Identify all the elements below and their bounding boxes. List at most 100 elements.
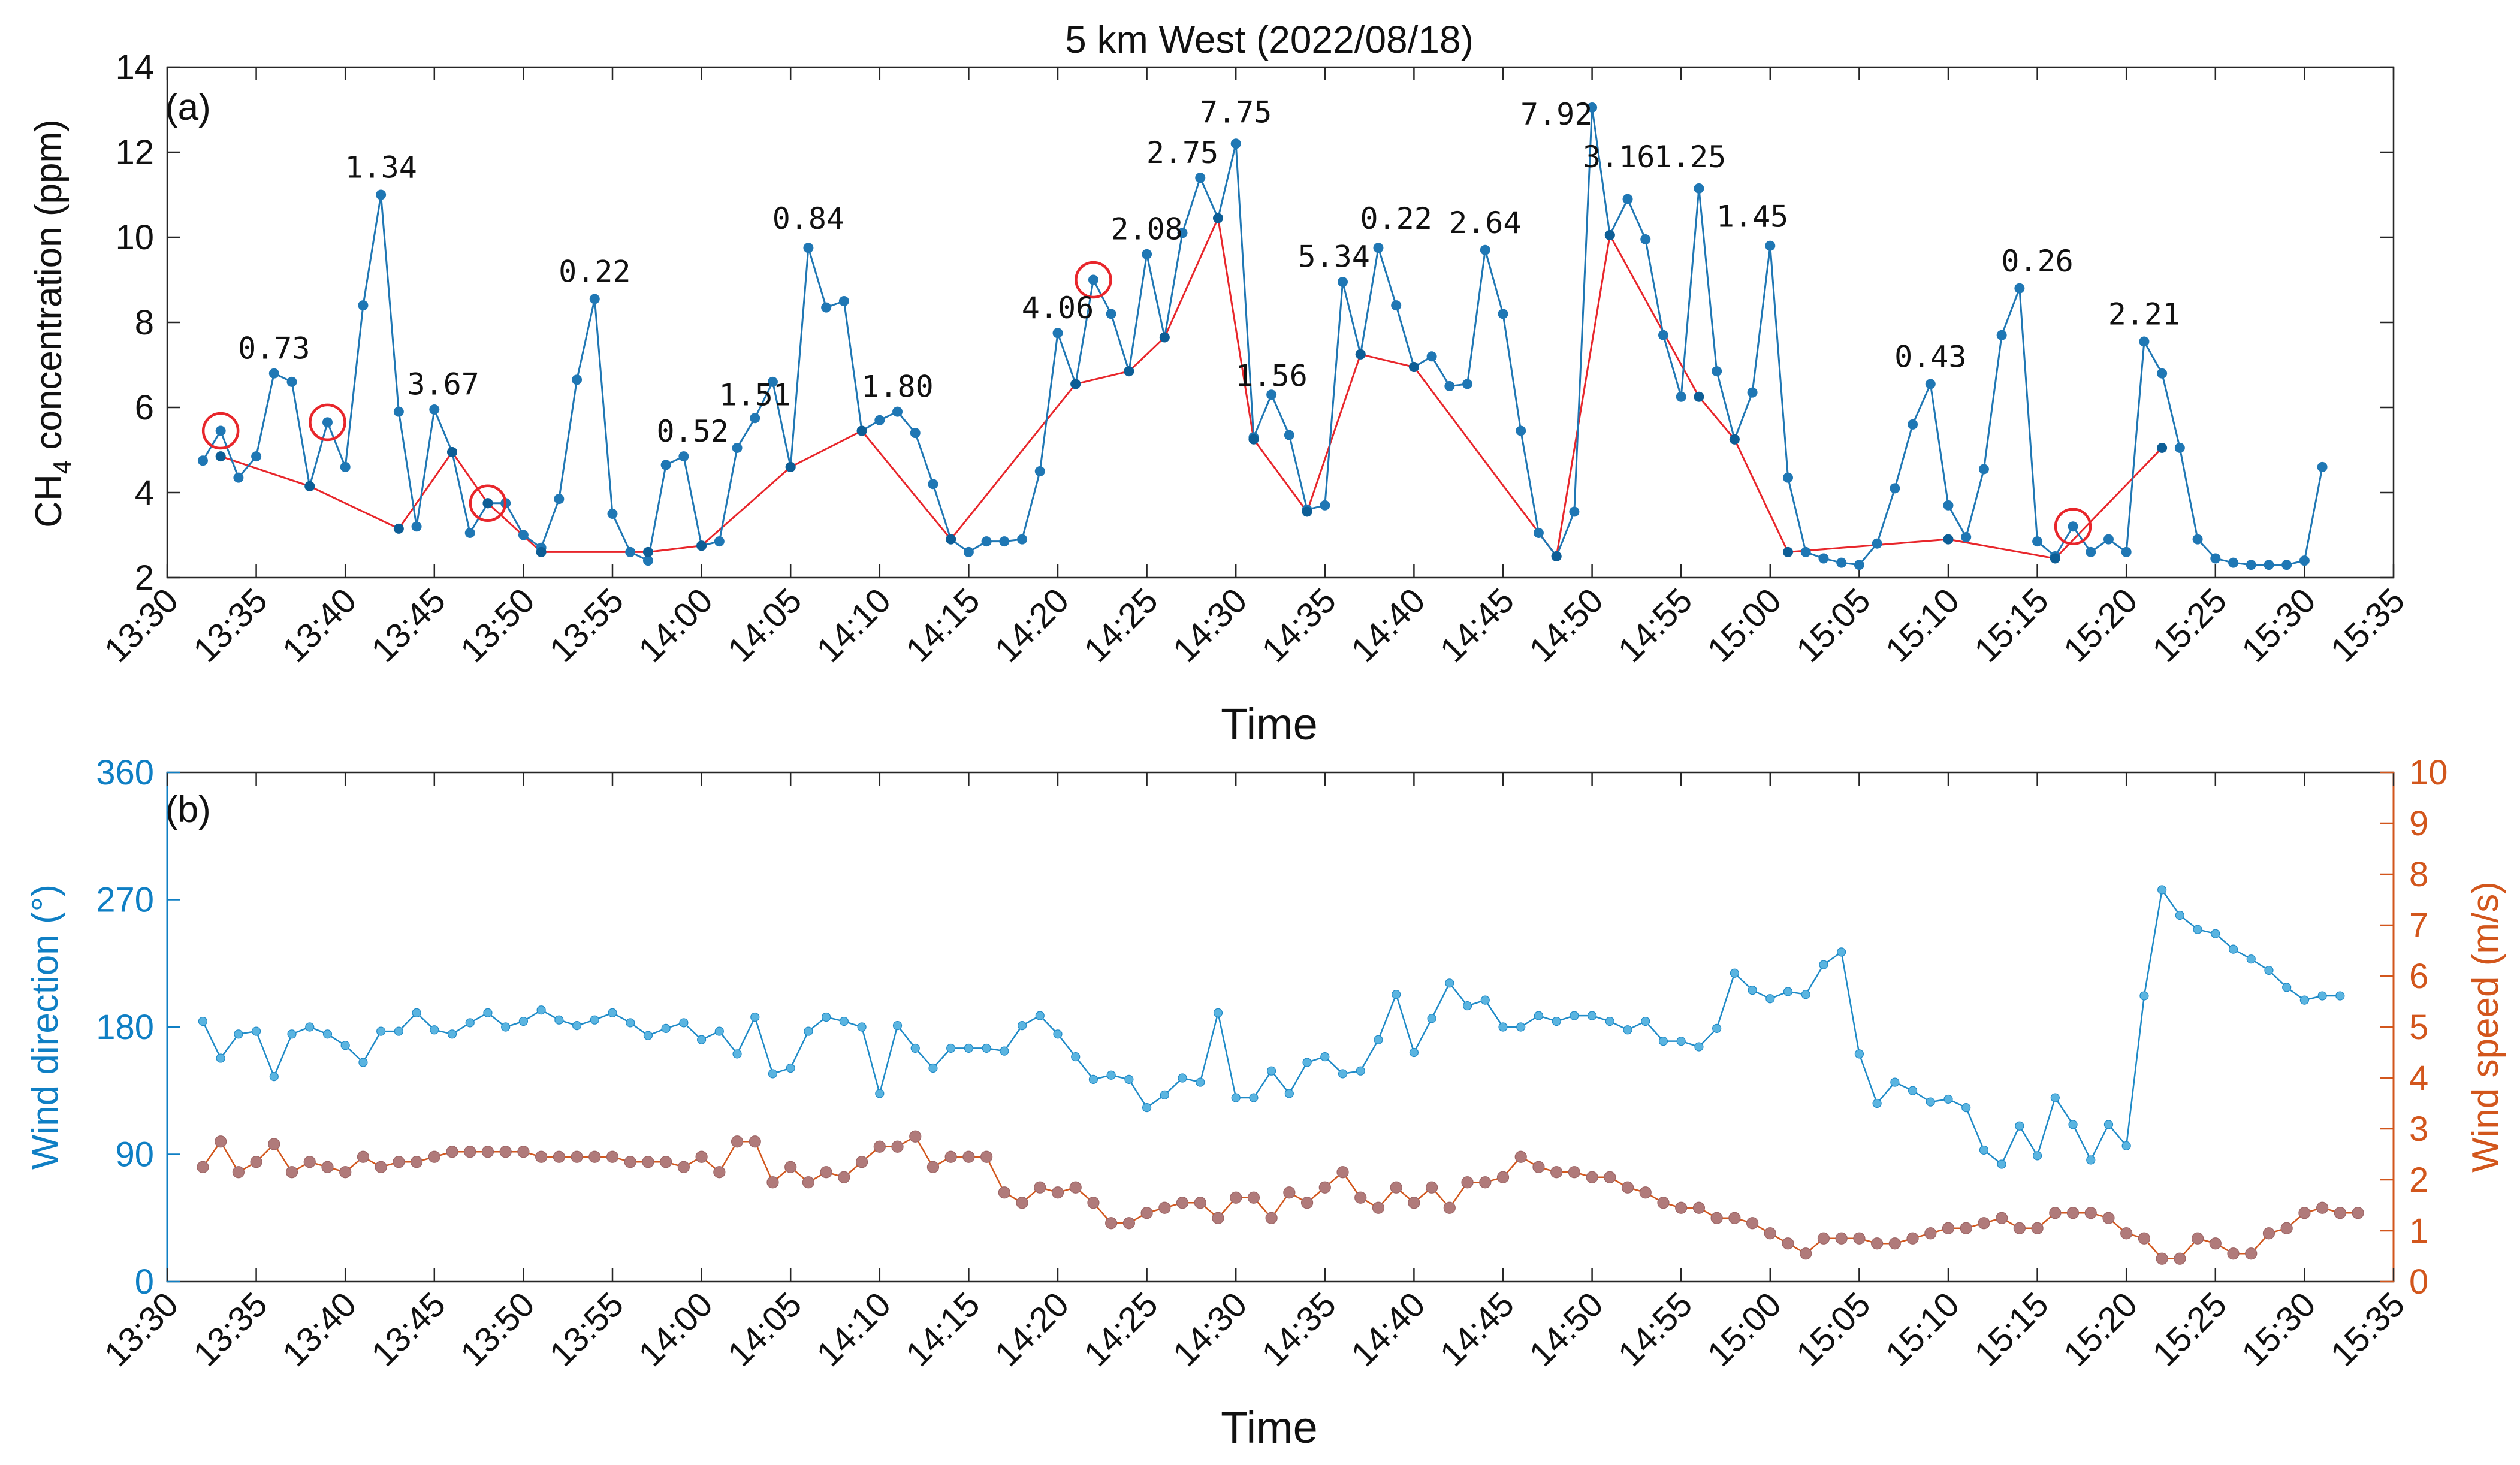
panel-b-right-y-axis-title: Wind speed (m/s) [2465, 881, 2506, 1173]
peak-annotation: 1.51 [719, 377, 791, 412]
wind-speed-point [677, 1161, 690, 1173]
wind-speed-point [891, 1140, 904, 1153]
wind-direction-point [1445, 978, 1454, 988]
wind-direction-point [554, 1015, 564, 1025]
peak-annotation: 2.64 [1449, 206, 1521, 240]
ch4-point [1052, 328, 1063, 339]
ch4-point [1658, 330, 1668, 340]
wind-direction-point [1302, 1058, 1312, 1067]
wind-direction-point [626, 1018, 635, 1028]
wind-direction-point [447, 1029, 457, 1039]
ch4-point [2264, 560, 2274, 570]
wind-direction-point [1890, 1077, 1900, 1087]
ch4-point [1462, 379, 1473, 389]
ch4-point [1516, 425, 1526, 436]
ch4-point [286, 376, 297, 387]
ch4-point [1177, 228, 1188, 238]
ch4-point [1712, 366, 1722, 377]
wind-speed-point [1675, 1201, 1688, 1214]
peak-annotation: 3.67 [407, 367, 479, 402]
baseline-point [1551, 551, 1562, 561]
wind-direction-point [465, 1018, 475, 1028]
wind-direction-point [2139, 991, 2149, 1001]
wind-speed-point [1034, 1181, 1046, 1194]
ch4-point [1533, 527, 1544, 538]
wind-speed-point [1122, 1217, 1135, 1230]
wind-speed-point [2316, 1201, 2329, 1214]
ch4-point [1106, 309, 1116, 319]
wind-direction-point [661, 1023, 671, 1033]
ch4-point [2210, 553, 2221, 564]
ch4-point [1480, 244, 1490, 255]
wind-speed-point [1443, 1201, 1456, 1214]
ch4-point [233, 472, 244, 483]
wind-direction-point [2175, 910, 2184, 920]
ch4-point [2281, 560, 2292, 570]
baseline-point [1408, 362, 1419, 373]
panel-b-x-axis-title: Time [1221, 1403, 1318, 1452]
wind-direction-point [1160, 1090, 1169, 1099]
peak-annotation: 5.34 [1297, 240, 1369, 274]
panel-a-label: (a) [165, 87, 211, 128]
wind-direction-point [2068, 1120, 2078, 1129]
ch4-point [2246, 560, 2256, 570]
wind-direction-point [2299, 995, 2309, 1005]
ch4-point [215, 425, 226, 436]
wind-direction-point [822, 1012, 831, 1022]
wind-direction-point [1249, 1093, 1259, 1102]
wind-speed-point [2156, 1252, 2168, 1265]
baseline-point [2050, 553, 2060, 564]
wind-speed-point [1176, 1197, 1189, 1209]
wind-direction-point [1926, 1097, 1935, 1107]
left-y-tick-label: 90 [115, 1135, 154, 1174]
wind-speed-point [2084, 1207, 2097, 1219]
wind-speed-point [2174, 1252, 2186, 1265]
panel-a-y-ticks: 2 4 6 8 10 12 14 [115, 48, 2394, 597]
ch4-point [1587, 102, 1598, 113]
peak-annotation: 2.08 [1110, 212, 1182, 247]
wind-speed-point [1728, 1212, 1741, 1224]
baseline-point [1783, 546, 1794, 557]
ch4-point [1391, 300, 1402, 311]
peak-annotation: 2.21 [2108, 297, 2180, 332]
wind-direction-point [1712, 1023, 1722, 1033]
wind-direction-point [2282, 983, 2292, 992]
baseline-point [482, 498, 493, 509]
wind-speed-point [2227, 1247, 2240, 1260]
wind-speed-point [2262, 1227, 2275, 1240]
peak-annotation: 0.43 [1894, 340, 1966, 374]
ch4-point [393, 406, 404, 417]
ch4-point [1943, 500, 1954, 511]
wind-direction-point [1588, 1011, 1597, 1020]
wind-speed-point [1532, 1161, 1545, 1173]
wind-direction-point [1213, 1008, 1223, 1017]
wind-speed-point [2066, 1207, 2080, 1219]
ch4-point [2086, 546, 2096, 557]
wind-speed-point [2209, 1237, 2222, 1250]
ch4-point [1640, 234, 1651, 245]
wind-speed-point [1568, 1166, 1580, 1179]
wind-direction-point [946, 1043, 956, 1053]
wind-speed-point [232, 1166, 245, 1179]
baseline-point [785, 461, 796, 472]
wind-direction-point [1320, 1052, 1330, 1062]
ch4-point [1320, 500, 1330, 511]
ch4-point [2299, 555, 2310, 566]
wind-direction-point [1053, 1029, 1063, 1039]
wind-direction-point [857, 1022, 867, 1032]
wind-speed-point [2120, 1227, 2133, 1240]
baseline-point [215, 451, 226, 462]
wind-speed-point [1817, 1232, 1830, 1245]
peak-annotation: 0.84 [772, 201, 844, 236]
wind-speed-point [1336, 1166, 1349, 1179]
wind-direction-point [1908, 1086, 1918, 1095]
ch4-point [1373, 243, 1384, 253]
wind-direction-point [2050, 1093, 2060, 1102]
ch4-point [1854, 560, 1864, 570]
wind-direction-point [2086, 1155, 2096, 1165]
wind-speed-point [695, 1150, 708, 1163]
peak-annotation: 1.80 [861, 369, 933, 404]
wind-direction-point [1605, 1016, 1614, 1026]
left-y-tick-label: 270 [96, 881, 154, 920]
baseline-point [856, 425, 867, 436]
